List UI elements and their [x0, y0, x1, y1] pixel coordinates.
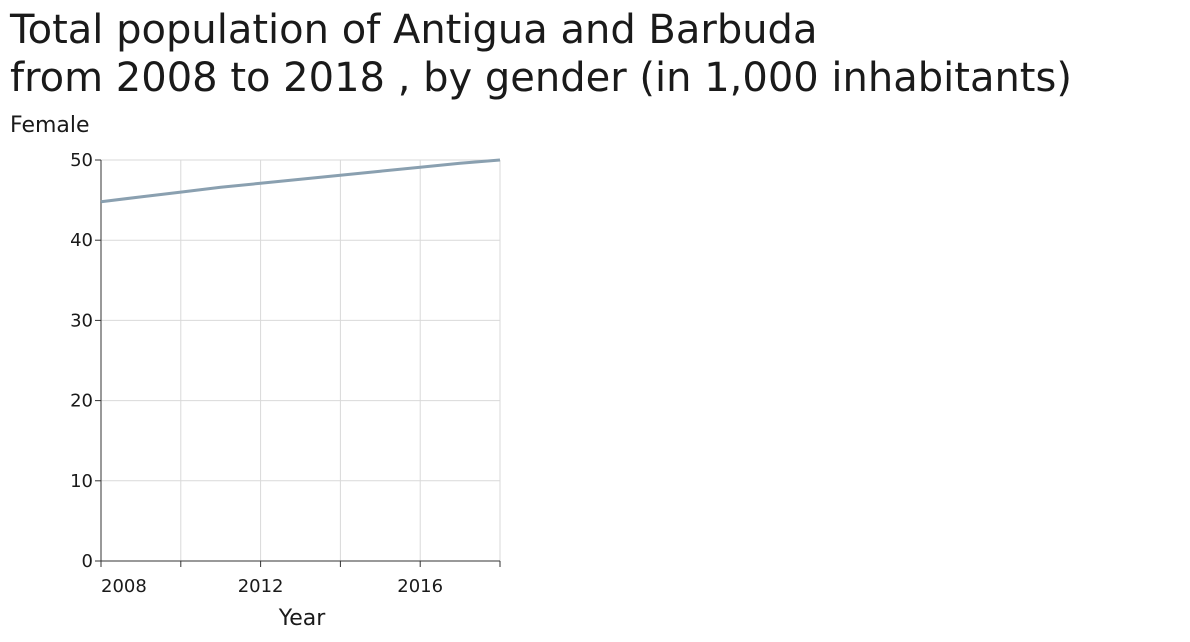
x-tick-label: 2008: [101, 576, 147, 597]
x-tick-label: 2012: [238, 576, 284, 597]
y-tick-label: 50: [70, 150, 93, 171]
y-tick-label: 10: [70, 471, 93, 492]
grid: [101, 159, 501, 561]
chart-title-line-2: from 2008 to 2018 , by gender (in 1,000 …: [10, 55, 1072, 101]
tick-labels: 0 10 20 30 40 50 2008 2012 2016: [70, 150, 443, 597]
y-tick-label: 0: [82, 551, 93, 572]
chart-title-line-1: Total population of Antigua and Barbuda: [10, 7, 818, 53]
series-line-female: [100, 158, 501, 204]
y-tick-label: 30: [70, 310, 93, 331]
x-tick-label: 2016: [397, 576, 443, 597]
y-axis-title: Female: [10, 113, 90, 138]
chart-title: Total population of Antigua and Barbuda …: [10, 6, 1072, 102]
series-layer: [100, 158, 501, 204]
x-axis-title: Year: [278, 606, 327, 631]
y-tick-label: 40: [70, 230, 93, 251]
y-tick-label: 20: [70, 391, 93, 412]
axes: [95, 159, 501, 567]
